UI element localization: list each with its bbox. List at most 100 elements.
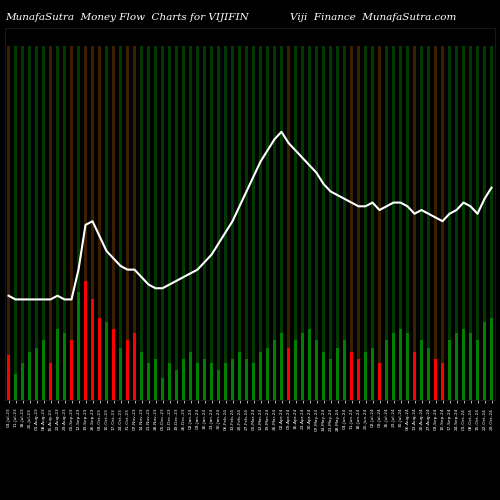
Bar [468, 46, 472, 400]
Bar [252, 362, 256, 400]
Bar [490, 318, 494, 400]
Bar [300, 46, 304, 400]
Bar [434, 46, 438, 400]
Bar [426, 348, 430, 400]
Bar [448, 46, 452, 400]
Bar [412, 352, 416, 400]
Bar [140, 352, 143, 400]
Bar [104, 322, 108, 400]
Bar [350, 46, 354, 400]
Bar [154, 46, 158, 400]
Bar [42, 46, 46, 400]
Bar [28, 352, 32, 400]
Bar [70, 46, 73, 400]
Bar [286, 46, 290, 400]
Bar [294, 46, 298, 400]
Bar [286, 348, 290, 400]
Bar [104, 46, 108, 400]
Bar [342, 340, 346, 400]
Bar [112, 329, 116, 400]
Bar [476, 340, 480, 400]
Bar [378, 362, 382, 400]
Bar [266, 46, 270, 400]
Bar [174, 46, 178, 400]
Bar [216, 46, 220, 400]
Bar [370, 46, 374, 400]
Bar [294, 340, 298, 400]
Bar [454, 333, 458, 400]
Bar [364, 46, 368, 400]
Bar [90, 46, 94, 400]
Bar [224, 362, 228, 400]
Bar [20, 46, 24, 400]
Bar [356, 359, 360, 400]
Bar [34, 348, 38, 400]
Bar [126, 46, 130, 400]
Bar [76, 292, 80, 400]
Bar [258, 352, 262, 400]
Bar [244, 46, 248, 400]
Bar [20, 362, 24, 400]
Bar [188, 352, 192, 400]
Bar [168, 362, 172, 400]
Bar [146, 362, 150, 400]
Bar [300, 333, 304, 400]
Bar [426, 46, 430, 400]
Bar [224, 46, 228, 400]
Bar [392, 333, 396, 400]
Bar [146, 46, 150, 400]
Bar [322, 352, 326, 400]
Bar [462, 46, 466, 400]
Bar [98, 46, 102, 400]
Bar [336, 348, 340, 400]
Bar [14, 374, 18, 400]
Bar [196, 362, 200, 400]
Bar [384, 340, 388, 400]
Bar [490, 46, 494, 400]
Bar [6, 46, 10, 400]
Bar [230, 359, 234, 400]
Bar [440, 46, 444, 400]
Bar [48, 46, 52, 400]
Bar [412, 46, 416, 400]
Text: MunafaSutra  Money Flow  Charts for VIJIFIN: MunafaSutra Money Flow Charts for VIJIFI… [5, 12, 249, 22]
Bar [482, 322, 486, 400]
Bar [322, 46, 326, 400]
Bar [440, 362, 444, 400]
Bar [370, 348, 374, 400]
Bar [196, 46, 200, 400]
Bar [482, 46, 486, 400]
Bar [462, 329, 466, 400]
Bar [420, 46, 424, 400]
Bar [76, 46, 80, 400]
Bar [308, 329, 312, 400]
Bar [140, 46, 143, 400]
Bar [314, 340, 318, 400]
Bar [154, 359, 158, 400]
Bar [98, 318, 102, 400]
Bar [406, 46, 409, 400]
Bar [328, 359, 332, 400]
Bar [258, 46, 262, 400]
Bar [182, 46, 186, 400]
Bar [202, 46, 206, 400]
Bar [342, 46, 346, 400]
Bar [182, 359, 186, 400]
Bar [244, 359, 248, 400]
Bar [84, 281, 87, 400]
Bar [378, 46, 382, 400]
Bar [62, 333, 66, 400]
Bar [62, 46, 66, 400]
Bar [118, 46, 122, 400]
Bar [272, 340, 276, 400]
Bar [398, 46, 402, 400]
Text: Viji  Finance  MunafaSutra.com: Viji Finance MunafaSutra.com [290, 12, 456, 22]
Bar [90, 300, 94, 400]
Bar [112, 46, 116, 400]
Bar [280, 333, 283, 400]
Bar [238, 46, 242, 400]
Bar [84, 46, 87, 400]
Bar [350, 352, 354, 400]
Bar [56, 46, 60, 400]
Bar [364, 352, 368, 400]
